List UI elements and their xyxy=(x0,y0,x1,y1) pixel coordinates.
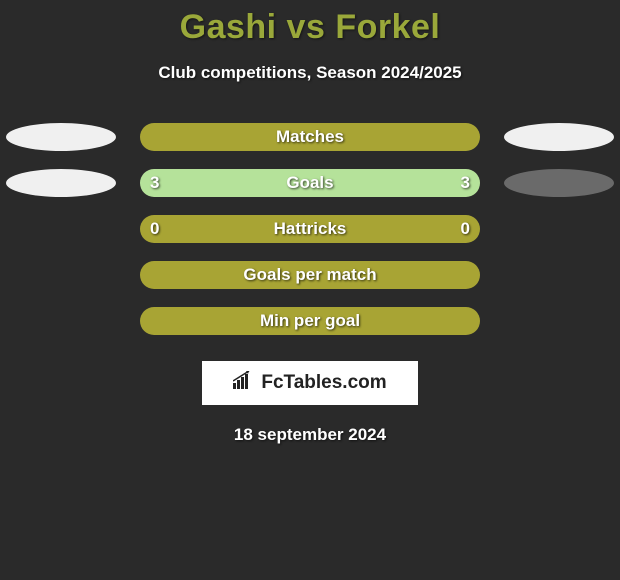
stat-label: Matches xyxy=(140,123,480,151)
stat-bar-min-per-goal: Min per goal xyxy=(140,307,480,335)
oval-right-goals xyxy=(504,169,614,197)
stat-label: Goals per match xyxy=(140,261,480,289)
stat-row-goals: 3 Goals 3 xyxy=(0,169,620,215)
logo-box: FcTables.com xyxy=(202,361,418,405)
stat-bar-goals: 3 Goals 3 xyxy=(140,169,480,197)
oval-left-goals xyxy=(6,169,116,197)
stat-row-min-per-goal: Min per goal xyxy=(0,307,620,353)
stat-bar-goals-per-match: Goals per match xyxy=(140,261,480,289)
oval-right-matches xyxy=(504,123,614,151)
stat-row-hattricks: 0 Hattricks 0 xyxy=(0,215,620,261)
bar-chart-icon xyxy=(233,371,255,395)
stats-section: Matches 3 Goals 3 0 Hattricks 0 xyxy=(0,123,620,353)
stat-bar-matches: Matches xyxy=(140,123,480,151)
stat-label: Min per goal xyxy=(140,307,480,335)
oval-left-matches xyxy=(6,123,116,151)
stat-bar-hattricks: 0 Hattricks 0 xyxy=(140,215,480,243)
logo-text: FcTables.com xyxy=(261,372,386,394)
stat-label: Goals xyxy=(140,169,480,197)
subtitle: Club competitions, Season 2024/2025 xyxy=(0,63,620,83)
stat-value-right: 3 xyxy=(461,169,470,197)
stat-row-goals-per-match: Goals per match xyxy=(0,261,620,307)
logo: FcTables.com xyxy=(233,371,386,395)
stat-row-matches: Matches xyxy=(0,123,620,169)
page-title: Gashi vs Forkel xyxy=(0,0,620,47)
date-text: 18 september 2024 xyxy=(0,425,620,445)
chart-container: Gashi vs Forkel Club competitions, Seaso… xyxy=(0,0,620,580)
stat-value-right: 0 xyxy=(461,215,470,243)
stat-label: Hattricks xyxy=(140,215,480,243)
